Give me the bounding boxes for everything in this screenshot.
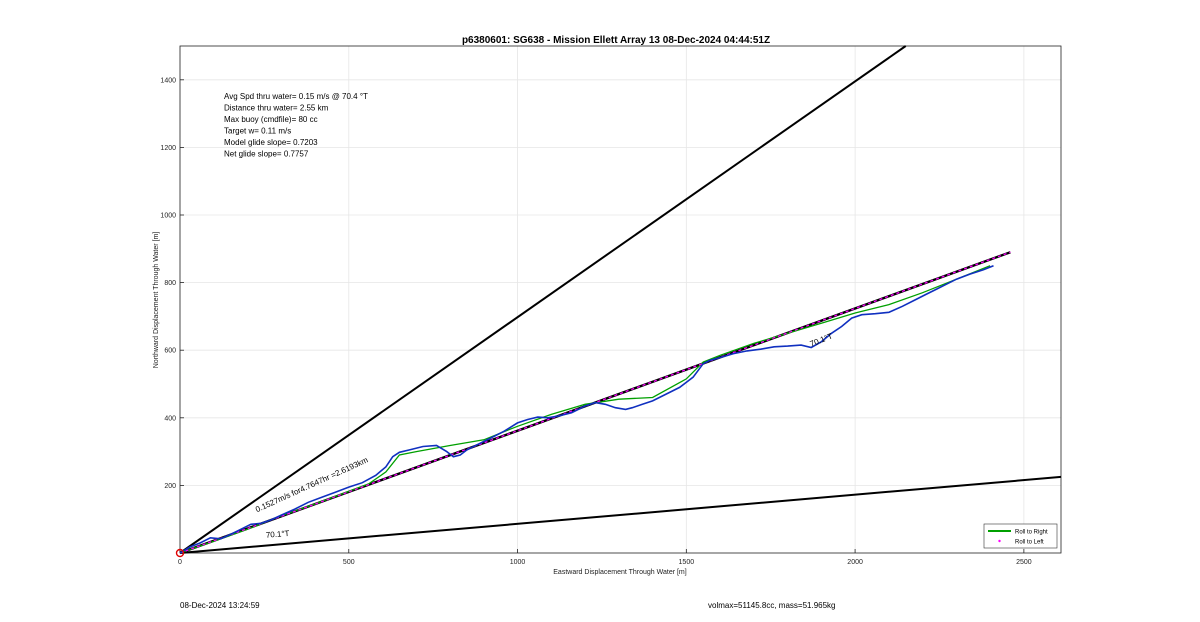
info-line: Net glide slope= 0.7757 [224,150,309,159]
data-lines [175,45,1062,558]
footer-volume-mass: volmax=51145.8cc, mass=51.965kg [708,601,836,610]
legend: Roll to Right Roll to Left [983,523,1058,549]
y-tick-label: 200 [164,483,176,490]
y-axis-label: Northward Displacement Through Water [m] [153,232,160,369]
y-tick-label: 800 [164,280,176,287]
legend-label: Roll to Left [1015,539,1044,545]
axes-frame [179,45,1062,554]
x-tick-label: 1500 [679,559,695,566]
legend-swatch-roll-left [998,539,1001,543]
legend-label: Roll to Right [1015,529,1048,535]
series-track [179,264,994,554]
bounding-line-lower [179,475,1062,554]
x-tick-label: 0 [178,559,182,566]
tick-group: 0 500 1000 1500 2000 2500 200 400 600 800 1000 1200… [160,77,1031,566]
x-tick-label: 2000 [847,559,863,566]
info-line: Avg Spd thru water= 0.15 m/s @ 70.4 °T [224,92,368,101]
footer-timestamp: 08-Dec-2024 13:24:59 [180,601,260,610]
annotation-1: 70.1°T [266,529,290,540]
bounding-line-upper [179,45,907,554]
y-tick-label: 600 [164,348,176,355]
grid-lines [179,46,1061,553]
info-line: Distance thru water= 2.55 km [224,104,329,113]
chart-title: p6380601: SG638 - Mission Ellett Array 1… [462,35,770,46]
info-box: Avg Spd thru water= 0.15 m/s @ 70.4 °T Di… [224,92,368,159]
info-line: Model glide slope= 0.7203 [224,138,318,147]
y-tick-label: 1000 [160,213,176,220]
y-tick-label: 1400 [160,77,176,84]
annotation-2: 70.1°T [809,331,834,348]
x-tick-label: 500 [343,559,355,566]
x-tick-label: 2500 [1016,559,1032,566]
y-tick-label: 400 [164,415,176,422]
annotation-group: 0.1527m/s for4.7647hr =2.6193km70.1°T70.… [254,331,834,539]
x-tick-label: 1000 [510,559,526,566]
start-marker [175,548,185,558]
info-line: Target w= 0.11 m/s [224,127,291,136]
legend-box [983,523,1058,549]
info-line: Max buoy (cmdfile)= 80 cc [224,115,318,124]
x-axis-label: Eastward Displacement Through Water [m] [553,569,686,576]
y-tick-label: 1200 [160,145,176,152]
